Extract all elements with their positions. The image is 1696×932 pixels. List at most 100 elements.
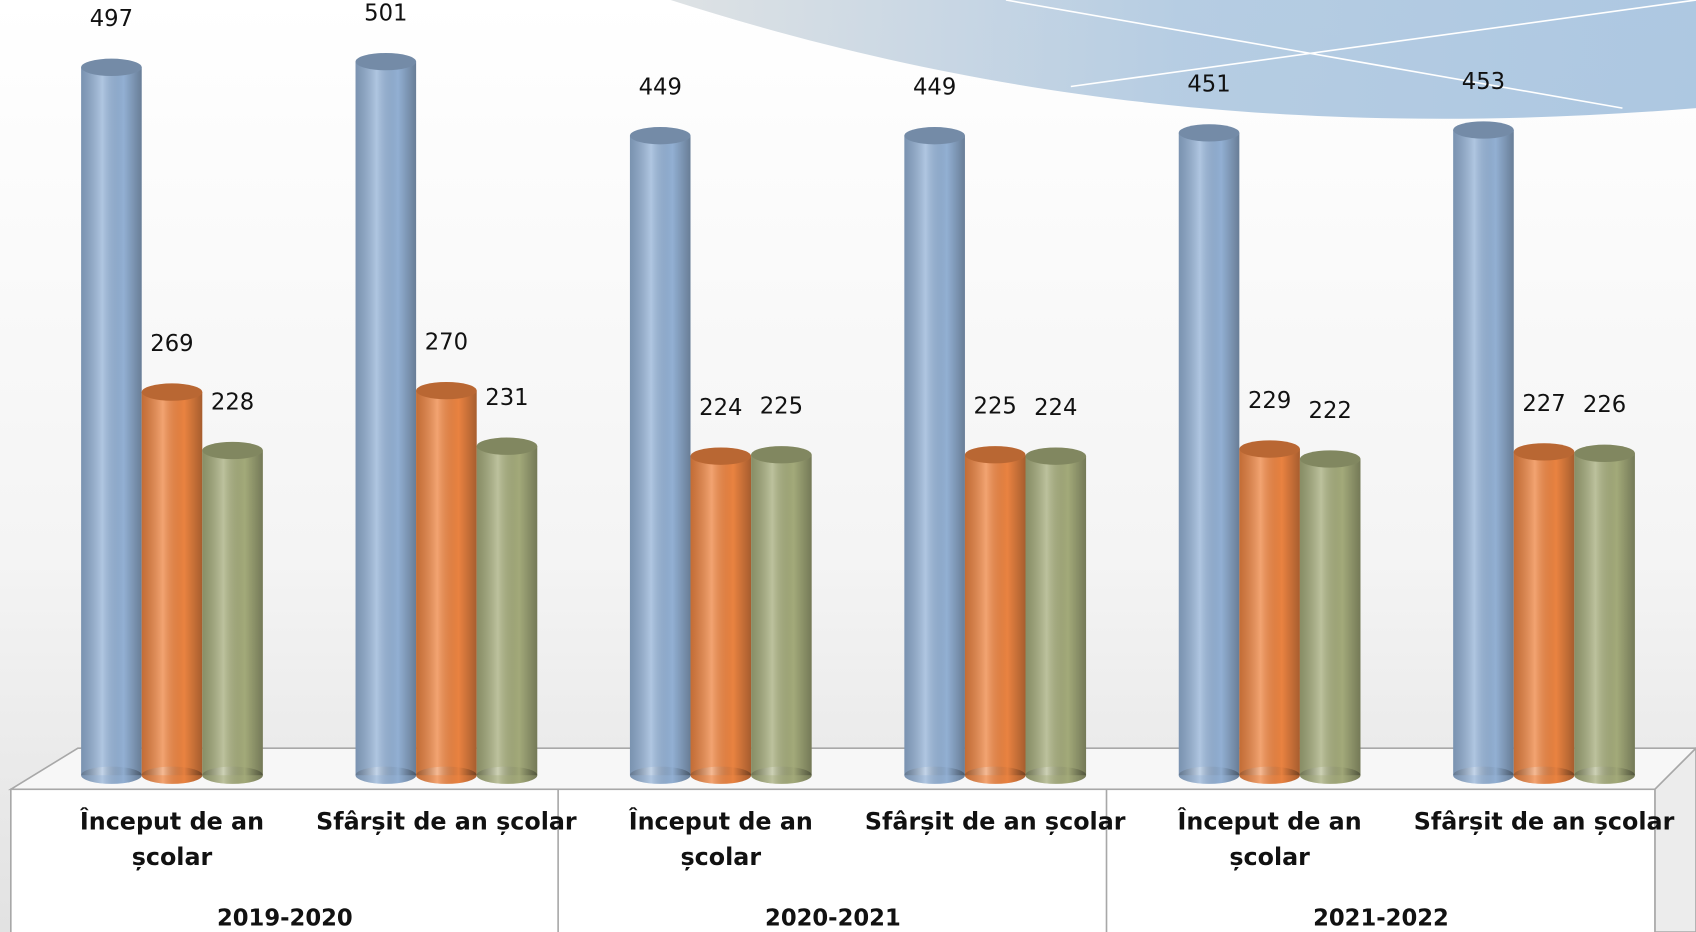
bar bbox=[1239, 440, 1300, 784]
x-tick-label-box: Sfârșit de an școlar bbox=[864, 808, 1126, 836]
bar-body-shade bbox=[1513, 451, 1575, 776]
bar-top bbox=[1574, 444, 1635, 462]
bar-body-shade bbox=[476, 446, 538, 776]
bar-top-shade bbox=[416, 382, 477, 400]
bar-top bbox=[416, 382, 477, 400]
bar bbox=[81, 58, 142, 784]
bar bbox=[202, 441, 263, 784]
bar-body-shade bbox=[1299, 459, 1361, 776]
value-label: 501 bbox=[364, 1, 407, 27]
x-tick-label: Sfârșit de an școlar bbox=[1413, 808, 1675, 836]
value-label: 449 bbox=[639, 75, 682, 101]
bar-top bbox=[141, 383, 203, 401]
bar-body-shade bbox=[1178, 132, 1240, 776]
value-label: 227 bbox=[1522, 391, 1565, 417]
x-tick-label-box: Sfârșit de an școlar bbox=[316, 808, 577, 836]
bar-top bbox=[202, 441, 263, 460]
value-label: 229 bbox=[1248, 388, 1291, 414]
floor-top bbox=[7, 747, 1696, 791]
bar-body-shade bbox=[416, 390, 477, 776]
bar bbox=[1513, 443, 1575, 784]
bar-top-shade bbox=[629, 127, 691, 145]
bar bbox=[355, 52, 417, 784]
bar-body-shade bbox=[355, 61, 417, 776]
bar-body-shade bbox=[1025, 456, 1087, 776]
bar-body-shade bbox=[1239, 449, 1300, 776]
bar bbox=[1025, 447, 1087, 784]
bar-body-shade bbox=[81, 67, 142, 776]
x-tick-label: Început de an școlar bbox=[79, 808, 265, 872]
bar-top-shade bbox=[751, 446, 812, 464]
decor-lines bbox=[1005, 0, 1696, 109]
bar bbox=[964, 446, 1026, 784]
bar-top bbox=[476, 437, 538, 455]
x-tick-label-box: Sfârșit de an școlar bbox=[1413, 808, 1675, 836]
x-tick-label: Început de an școlar bbox=[628, 808, 813, 872]
bar-top bbox=[1299, 450, 1361, 468]
bar bbox=[690, 447, 752, 784]
bar-body-shade bbox=[1574, 453, 1635, 776]
bar-top bbox=[81, 58, 142, 76]
value-label: 453 bbox=[1462, 69, 1505, 95]
bar-top-shade bbox=[476, 437, 538, 455]
bar-top-shade bbox=[1025, 447, 1087, 465]
bar bbox=[1574, 444, 1635, 784]
bar-top bbox=[1513, 443, 1575, 461]
x-tick-label-box: Început de an școlar bbox=[1177, 808, 1362, 872]
bar-body-shade bbox=[751, 454, 812, 776]
value-label: 225 bbox=[760, 394, 803, 420]
value-label: 451 bbox=[1187, 72, 1230, 98]
x-tick-label: Sfârșit de an școlar bbox=[316, 808, 577, 836]
bar-top bbox=[751, 446, 812, 464]
value-label: 224 bbox=[1034, 395, 1077, 421]
group-label: 2019-2020 bbox=[217, 906, 353, 932]
bar-top bbox=[1025, 447, 1087, 465]
x-tick-label-box: Început de an școlar bbox=[79, 808, 265, 872]
bar-top bbox=[1178, 124, 1240, 142]
value-label: 222 bbox=[1309, 398, 1352, 424]
bar bbox=[1299, 450, 1361, 784]
bar-top-shade bbox=[202, 441, 263, 460]
bar-body-shade bbox=[141, 392, 203, 776]
x-tick-label: Sfârșit de an școlar bbox=[864, 808, 1126, 836]
bar bbox=[629, 127, 691, 784]
bar-top-shade bbox=[1299, 450, 1361, 468]
bar-top-shade bbox=[690, 447, 752, 465]
floor-front bbox=[10, 788, 1656, 932]
bar-top-shade bbox=[1574, 444, 1635, 462]
bar-body-shade bbox=[202, 450, 263, 776]
x-tick-label: Început de an școlar bbox=[1177, 808, 1362, 872]
bar-top-shade bbox=[1453, 121, 1514, 139]
bar bbox=[1178, 124, 1240, 784]
bar bbox=[751, 446, 812, 784]
bar-top bbox=[1239, 440, 1300, 458]
bar-top bbox=[964, 446, 1026, 464]
bar-top-shade bbox=[964, 446, 1026, 464]
bar bbox=[1453, 121, 1514, 784]
bar bbox=[904, 127, 965, 784]
value-label: 449 bbox=[913, 75, 956, 101]
group-label: 2020-2021 bbox=[765, 906, 901, 932]
bar-body-shade bbox=[904, 135, 965, 776]
bar-body-shade bbox=[629, 135, 691, 776]
bar-top-shade bbox=[355, 52, 417, 71]
bar bbox=[476, 437, 538, 784]
value-label: 231 bbox=[485, 385, 528, 411]
bar bbox=[416, 382, 477, 784]
value-label: 225 bbox=[974, 394, 1017, 420]
value-label: 224 bbox=[699, 395, 742, 421]
group-label: 2021-2022 bbox=[1313, 906, 1449, 932]
bar-body-shade bbox=[690, 456, 752, 776]
bar bbox=[141, 383, 203, 784]
value-label: 226 bbox=[1583, 392, 1626, 418]
value-label: 270 bbox=[425, 330, 468, 356]
bar-top bbox=[629, 127, 691, 145]
bar-top bbox=[355, 52, 417, 71]
value-label: 497 bbox=[90, 6, 133, 32]
bar-top bbox=[1453, 121, 1514, 139]
bar-body-shade bbox=[964, 454, 1026, 776]
decor-swoosh bbox=[670, 0, 1696, 119]
bar-top-shade bbox=[1513, 443, 1575, 461]
